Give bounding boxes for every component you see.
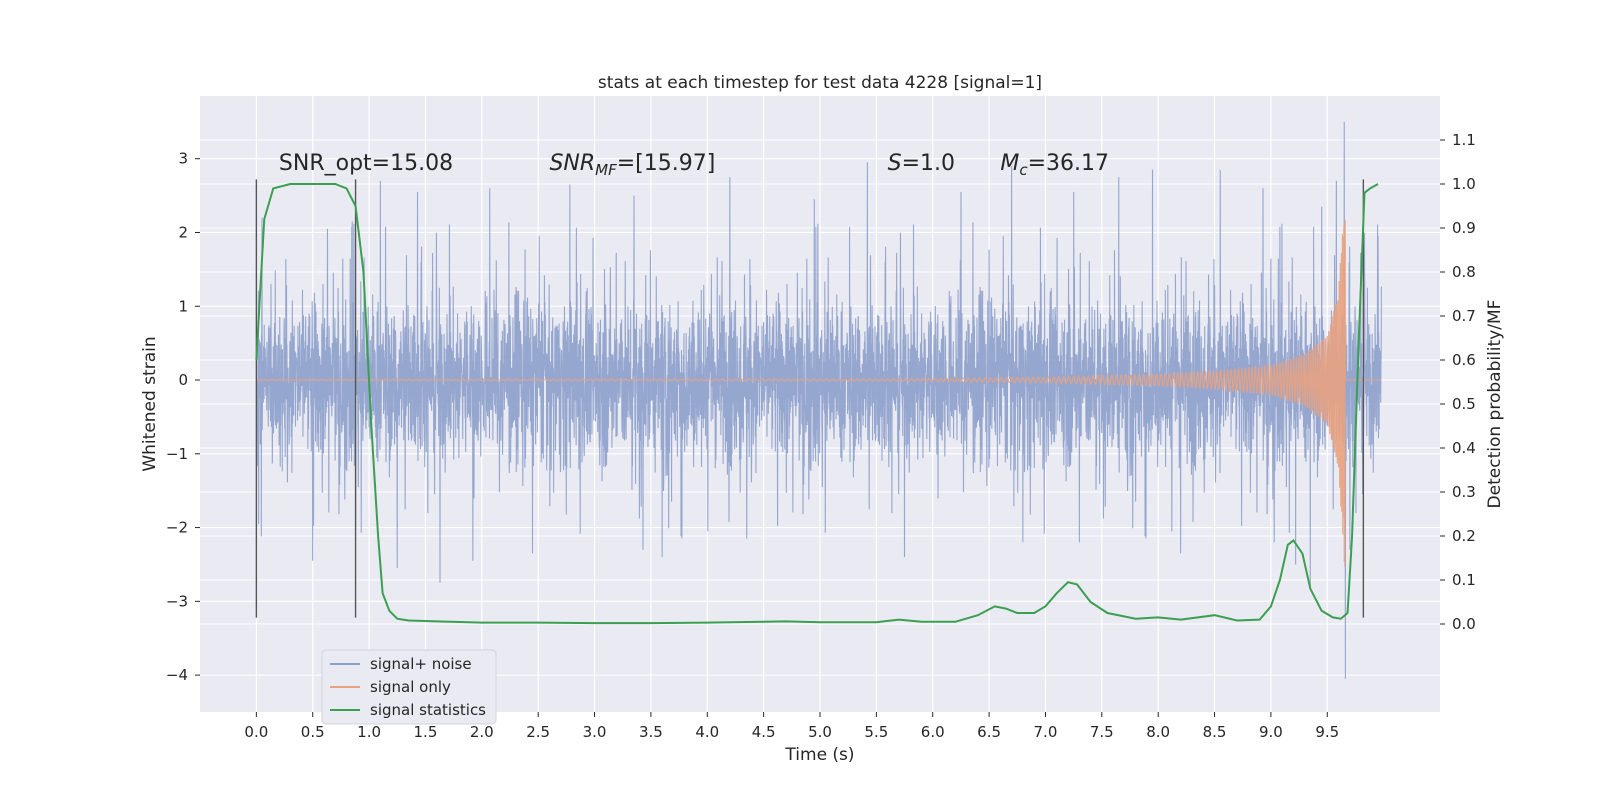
noise-line	[255, 121, 1382, 679]
x-tick-label: 6.5	[977, 723, 1001, 741]
y2-tick-label: 0.4	[1452, 439, 1476, 457]
y-ticks: −4 −3 −2 −1 0 1 2 3	[166, 150, 200, 684]
x-tick-label: 6.0	[921, 723, 945, 741]
x-tick-label: 9.5	[1315, 723, 1339, 741]
y2-tick-label: 1.1	[1452, 131, 1476, 149]
y2-axis-label: Detection probability/MF	[1485, 300, 1505, 509]
y2-tick-label: 0.5	[1452, 395, 1476, 413]
x-tick-label: 9.0	[1259, 723, 1283, 741]
x-tick-label: 3.0	[583, 723, 607, 741]
statistics-line	[255, 183, 1379, 625]
x-tick-label: 4.5	[752, 723, 776, 741]
y2-tick-label: 0.6	[1452, 351, 1476, 369]
y-tick-label: −3	[166, 592, 188, 610]
y2-tick-label: 1.0	[1452, 175, 1476, 193]
y2-tick-label: 0.0	[1452, 615, 1476, 633]
x-tick-label: 2.0	[470, 723, 494, 741]
y-tick-label: 2	[178, 223, 188, 241]
x-tick-label: 7.5	[1090, 723, 1114, 741]
x-tick-label: 5.0	[808, 723, 832, 741]
x-tick-label: 3.5	[639, 723, 663, 741]
chart-title: stats at each timestep for test data 422…	[598, 73, 1042, 93]
y-tick-label: −1	[166, 445, 188, 463]
annotation-text: SNRMF=[15.97]	[549, 151, 715, 179]
y-tick-label: 3	[178, 150, 188, 168]
x-tick-label: 1.5	[414, 723, 438, 741]
y-tick-label: 1	[178, 297, 188, 315]
x-tick-label: 4.0	[695, 723, 719, 741]
legend-label-noise: signal+ noise	[370, 655, 472, 673]
y-tick-label: −2	[166, 519, 188, 537]
statistics-series	[255, 183, 1379, 625]
annotation-text: SNR_opt=15.08	[279, 151, 453, 176]
y2-ticks: 0.0 0.1 0.2 0.3 0.4 0.5 0.6 0.7 0.8 0.9 1.0 1.1	[1440, 131, 1476, 633]
x-tick-label: 8.5	[1203, 723, 1227, 741]
y-tick-label: 0	[178, 371, 188, 389]
x-ticks: 0.0 0.5 1.0 1.5 2.0 2.5 3.0 3.5 4.0 4.5 5.0 5.5 6.0 6…	[244, 712, 1339, 741]
x-tick-label: 0.0	[244, 723, 268, 741]
signal-line	[256, 220, 1382, 567]
y2-tick-label: 0.1	[1452, 571, 1476, 589]
y2-tick-label: 0.3	[1452, 483, 1476, 501]
x-tick-label: 1.0	[357, 723, 381, 741]
y-axis-label: Whitened strain	[140, 336, 160, 471]
y2-tick-label: 0.8	[1452, 263, 1476, 281]
x-tick-label: 2.5	[526, 723, 550, 741]
x-tick-label: 8.0	[1146, 723, 1170, 741]
x-tick-label: 0.5	[301, 723, 325, 741]
legend-label-statistics: signal statistics	[370, 701, 486, 719]
y-tick-label: −4	[166, 666, 188, 684]
annotation-text: Mc=36.17	[1000, 151, 1109, 179]
vertical-markers	[255, 179, 1365, 618]
annotation-text: S=1.0	[888, 151, 955, 176]
noise-series	[255, 121, 1382, 679]
x-tick-label: 5.5	[864, 723, 888, 741]
annotations: SNR_opt=15.08 SNRMF=[15.97] S=1.0 Mc=36.17	[279, 151, 1109, 179]
legend-box	[321, 649, 497, 725]
y2-tick-label: 0.9	[1452, 219, 1476, 237]
y2-tick-label: 0.2	[1452, 527, 1476, 545]
legend-label-signal: signal only	[370, 678, 451, 696]
signal-series	[256, 220, 1382, 567]
x-axis-label: Time (s)	[784, 745, 854, 765]
x-tick-label: 7.0	[1034, 723, 1058, 741]
y2-tick-label: 0.7	[1452, 307, 1476, 325]
legend: signal+ noise signal only signal statist…	[321, 649, 497, 725]
